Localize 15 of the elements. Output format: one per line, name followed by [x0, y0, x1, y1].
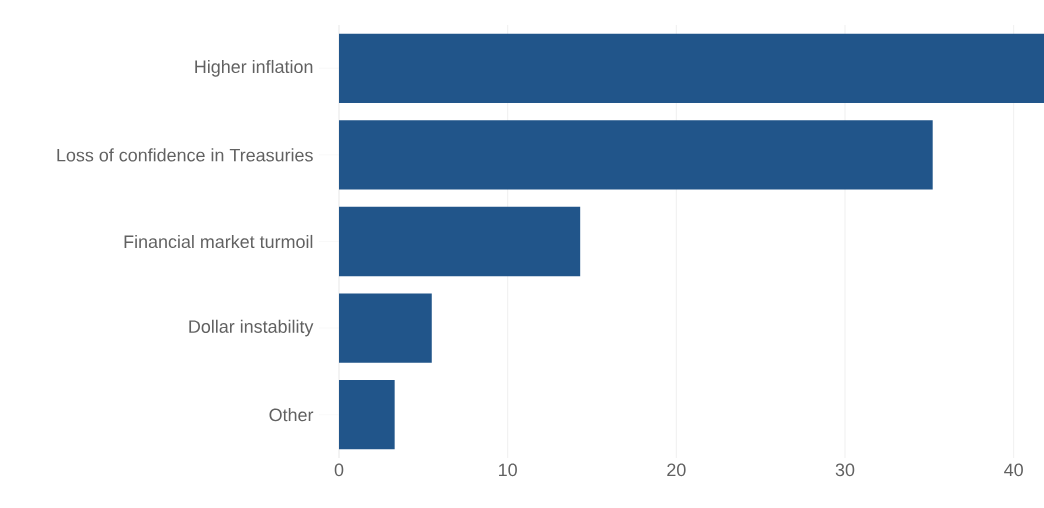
- y-tick-label: Higher inflation: [195, 59, 313, 77]
- x-tick-label: 30: [835, 463, 855, 477]
- x-tick-label: 40: [1004, 463, 1023, 477]
- y-tick-label: Loss of confidence in Treasuries: [57, 148, 313, 162]
- y-tick-label: Dollar instability: [189, 319, 314, 337]
- y-tick-label: Financial market turmoil: [124, 234, 313, 249]
- y-tick-label: Other: [269, 408, 314, 422]
- x-tick-label: 20: [667, 463, 686, 477]
- bar: [339, 380, 395, 450]
- x-tick-label: 10: [499, 463, 517, 477]
- x-tick-label: 0: [334, 463, 344, 477]
- bar: [339, 206, 581, 277]
- bar: [339, 33, 1044, 103]
- bar: [339, 120, 933, 190]
- bar: [339, 293, 432, 363]
